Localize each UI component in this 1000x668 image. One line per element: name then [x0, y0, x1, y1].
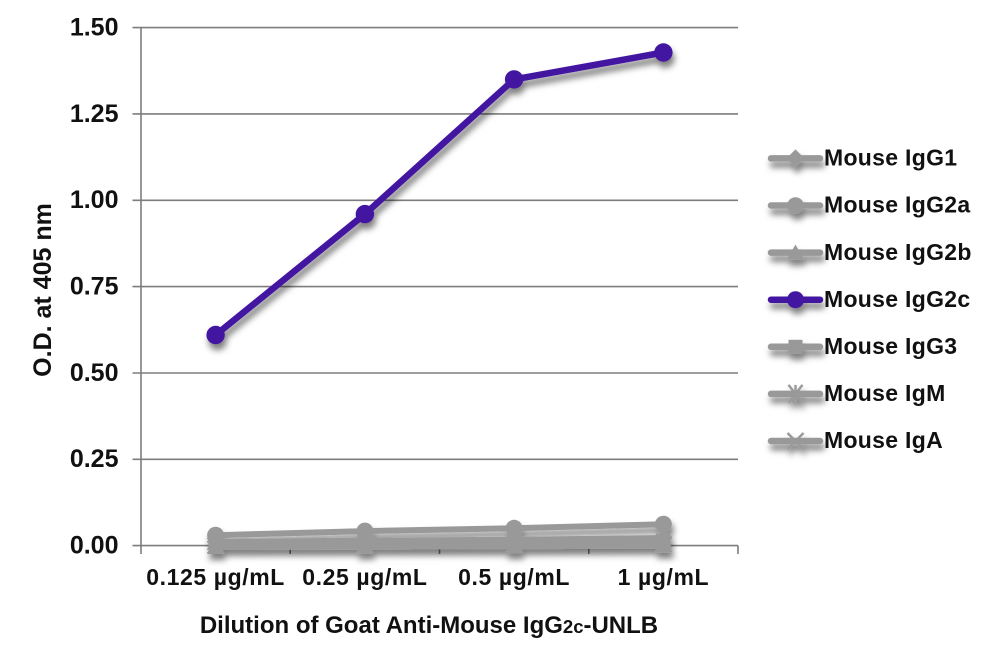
svg-text:Mouse IgG1: Mouse IgG1	[824, 145, 957, 171]
svg-text:1.50: 1.50	[70, 14, 119, 42]
svg-text:0.25 µg/mL: 0.25 µg/mL	[302, 564, 427, 590]
svg-text:0.50: 0.50	[70, 359, 119, 387]
svg-text:0.5 µg/mL: 0.5 µg/mL	[458, 564, 570, 590]
svg-text:Mouse IgA: Mouse IgA	[824, 427, 943, 453]
svg-text:1.25: 1.25	[70, 100, 119, 128]
svg-text:Mouse IgG3: Mouse IgG3	[824, 333, 957, 359]
svg-text:0.25: 0.25	[70, 445, 119, 473]
svg-text:Dilution of Goat Anti-Mouse Ig: Dilution of Goat Anti-Mouse IgG2c-UNLB	[200, 612, 658, 639]
svg-text:O.D. at 405 nm: O.D. at 405 nm	[29, 203, 57, 377]
svg-text:0.00: 0.00	[70, 532, 119, 560]
svg-text:1 µg/mL: 1 µg/mL	[618, 564, 710, 590]
svg-text:0.125 µg/mL: 0.125 µg/mL	[146, 564, 285, 590]
svg-text:1.00: 1.00	[70, 186, 119, 214]
svg-text:Mouse IgG2b: Mouse IgG2b	[824, 239, 972, 265]
svg-text:Mouse IgM: Mouse IgM	[824, 380, 946, 406]
svg-text:Mouse IgG2c: Mouse IgG2c	[824, 286, 970, 312]
svg-text:Mouse IgG2a: Mouse IgG2a	[824, 192, 970, 218]
svg-text:0.75: 0.75	[70, 273, 119, 301]
